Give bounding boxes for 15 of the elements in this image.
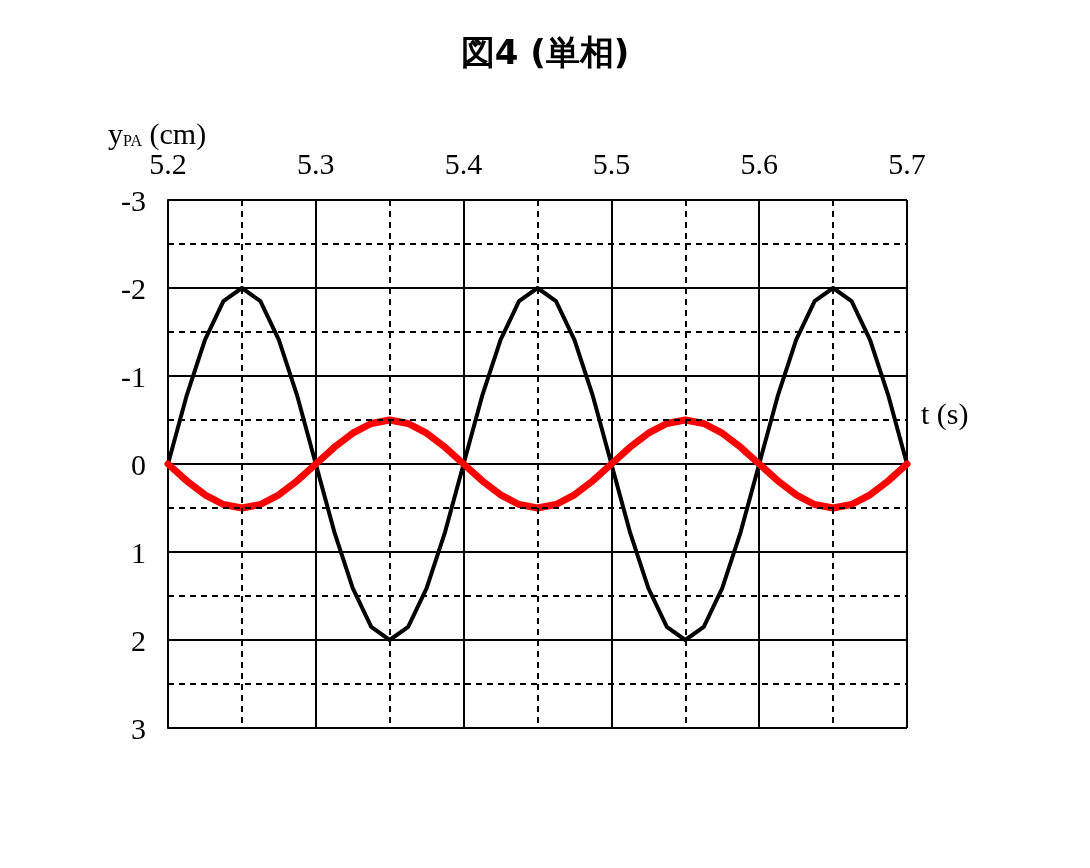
x-axis-title: t (s) [921,396,969,431]
x-tick-label: 5.5 [592,146,631,180]
y-tick-label: 2 [131,623,146,657]
y-tick-label: 1 [131,535,146,569]
y-tick-label: -1 [121,359,146,393]
y-tick-label: 0 [131,447,146,481]
x-tick-label: 5.4 [444,146,483,180]
y-tick-label: -3 [121,183,146,217]
chart-title: 図4 (単相) [460,32,630,72]
x-tick-label: 5.3 [297,146,335,180]
y-tick-label: 3 [131,711,146,745]
x-tick-label: 5.7 [888,146,926,180]
y-tick-label: -2 [121,271,146,305]
y-axis-title: yPA (cm) [108,116,207,151]
x-tick-label: 5.6 [740,146,778,180]
